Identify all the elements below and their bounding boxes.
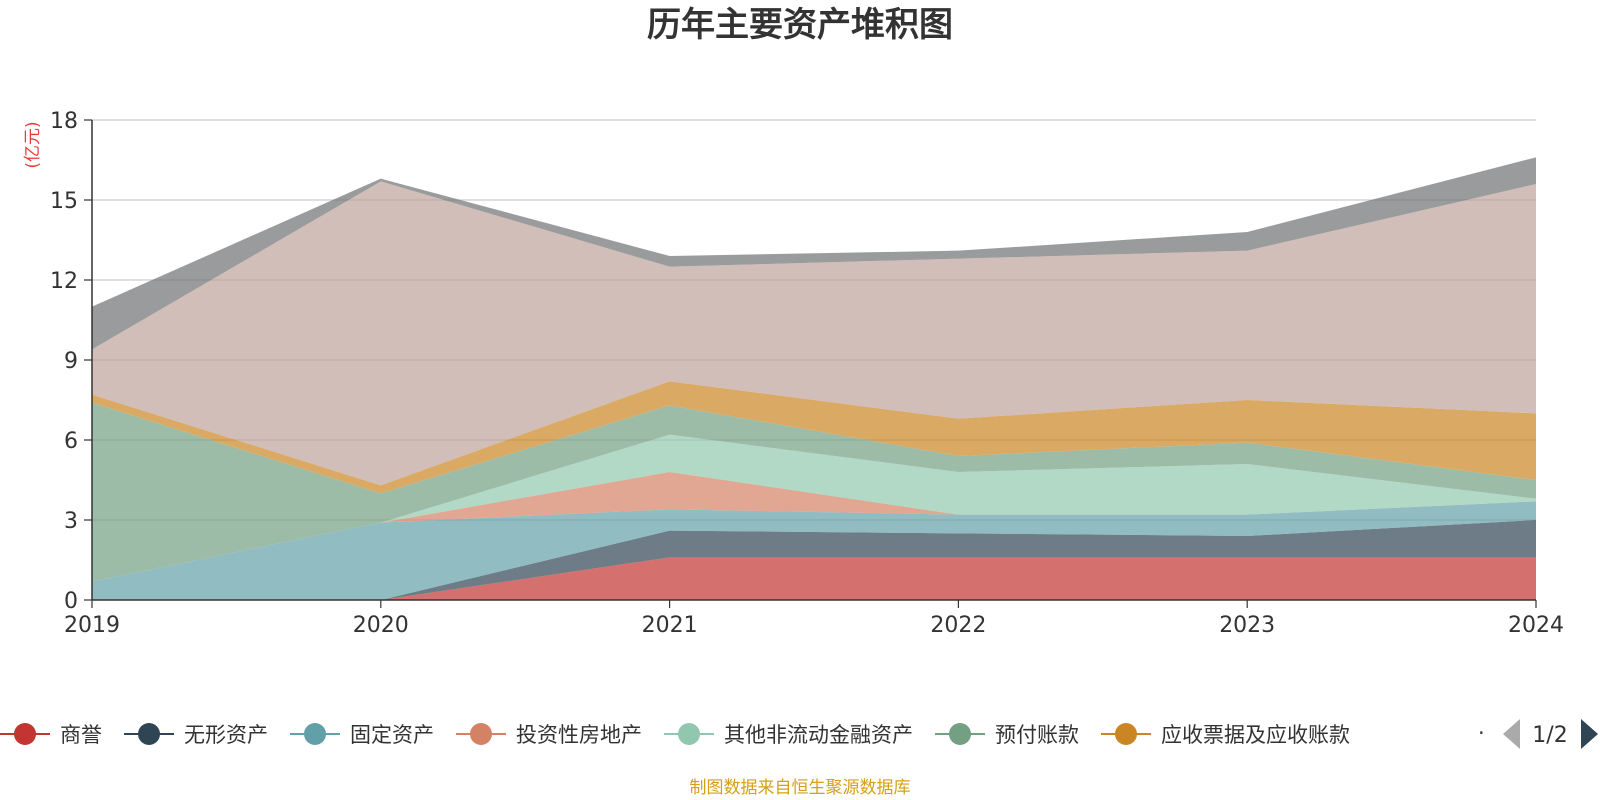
x-tick-label: 2020	[353, 613, 409, 638]
legend-marker-icon	[14, 723, 36, 745]
area-goodwill	[92, 557, 1536, 600]
x-tick-label: 2021	[642, 613, 698, 638]
area-intangible	[92, 520, 1536, 600]
legend-pager: 1/2	[1503, 719, 1598, 749]
legend-label: 其他非流动金融资产	[724, 723, 913, 747]
legend-item[interactable]: 预付账款	[935, 723, 1079, 747]
legend-marker-icon	[138, 723, 160, 745]
legend: 商誉 无形资产 固定资产 投资性房地产 其他非流动金融资产 预付账款 应收票据及应收账款 ·	[0, 721, 1485, 747]
y-tick-label: 3	[64, 509, 78, 534]
area-inventory	[92, 181, 1536, 486]
legend-item[interactable]: 无形资产	[124, 723, 268, 747]
legend-item[interactable]: 商誉	[0, 723, 102, 747]
legend-marker-icon	[470, 723, 492, 745]
y-tick-label: 6	[64, 429, 78, 454]
legend-item[interactable]: 固定资产	[290, 723, 434, 747]
legend-item[interactable]: 应收票据及应收账款	[1101, 723, 1350, 747]
data-source-note: 制图数据来自恒生聚源数据库	[690, 778, 911, 798]
legend-label: 预付账款	[995, 723, 1079, 747]
legend-marker-icon	[678, 723, 700, 745]
area-investment_property	[92, 472, 1536, 582]
legend-item[interactable]: 其他非流动金融资产	[664, 723, 913, 747]
y-tick-label: 0	[64, 589, 78, 614]
y-tick-label: 18	[50, 109, 78, 134]
prev-page-icon[interactable]	[1503, 719, 1520, 749]
legend-item[interactable]: 投资性房地产	[456, 723, 642, 747]
y-tick-label: 9	[64, 349, 78, 374]
x-tick-label: 2019	[64, 613, 120, 638]
area-cash	[92, 157, 1536, 350]
legend-marker-icon	[1115, 723, 1137, 745]
y-axis-unit: (亿元)	[23, 121, 43, 168]
legend-label: 商誉	[60, 723, 102, 747]
next-page-icon[interactable]	[1581, 719, 1598, 749]
legend-label: 无形资产	[184, 723, 268, 747]
legend-label: 投资性房地产	[516, 723, 642, 747]
area-prepayments	[92, 402, 1536, 582]
area-other_noncurrent_fin	[92, 434, 1536, 582]
legend-label: 应收票据及应收账款	[1161, 723, 1350, 747]
x-tick-label: 2024	[1508, 613, 1564, 638]
x-tick-label: 2023	[1219, 613, 1275, 638]
legend-marker-icon	[949, 723, 971, 745]
legend-overflow-dot: ·	[1478, 721, 1485, 745]
axes: 0 3 6 9 12 15 18 2019 2020 2021 2022 2023 2024	[50, 109, 1564, 638]
y-tick-label: 15	[50, 189, 78, 214]
legend-label: 固定资产	[350, 723, 434, 747]
y-tick-label: 12	[50, 269, 78, 294]
legend-marker-icon	[304, 723, 326, 745]
chart-title: 历年主要资产堆积图	[647, 5, 953, 45]
area-fixed	[92, 501, 1536, 600]
x-tick-label: 2022	[930, 613, 986, 638]
area-series	[92, 157, 1536, 600]
legend-page-indicator: 1/2	[1532, 723, 1567, 748]
area-receivables	[92, 381, 1536, 494]
